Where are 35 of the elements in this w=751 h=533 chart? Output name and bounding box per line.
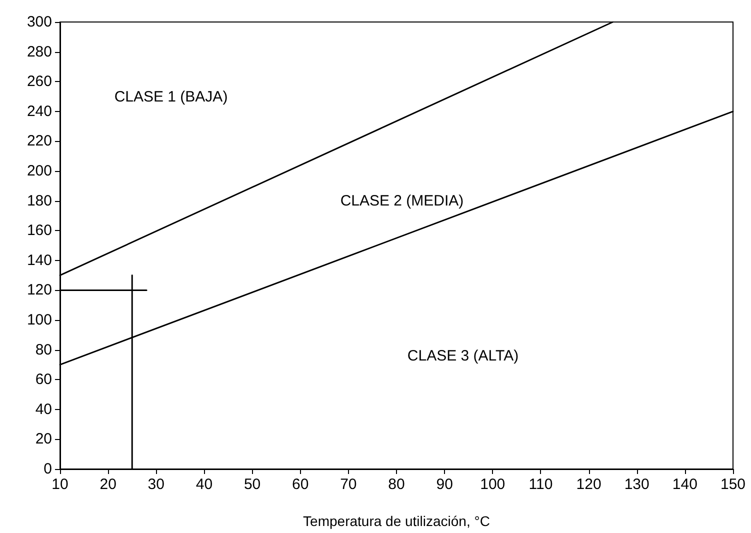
y-tick-label: 160 (26, 222, 52, 240)
y-tick-label: 140 (26, 252, 52, 269)
y-tick-label: 100 (26, 312, 52, 328)
annotation: CLASE 3 (ALTA) (407, 348, 519, 364)
x-tick-label: 50 (244, 476, 261, 493)
x-tick-label: 100 (480, 476, 506, 493)
y-tick-label: 0 (44, 460, 52, 478)
y-tick-label: 300 (26, 14, 52, 30)
x-tick-label: 70 (340, 476, 357, 493)
y-tick-label: 180 (26, 192, 52, 210)
y-tick-label: 280 (26, 43, 52, 60)
x-tick-label: 10 (52, 476, 68, 493)
y-tick-label: 20 (35, 430, 52, 448)
x-tick-label: 130 (624, 476, 650, 493)
x-tick-label: 60 (292, 476, 309, 493)
x-tick-label: 140 (672, 476, 698, 493)
x-tick-label: 40 (196, 476, 213, 493)
x-tick-label: 20 (100, 476, 116, 493)
x-tick-label: 30 (148, 476, 164, 493)
x-tick-label: 110 (528, 476, 553, 493)
y-tick-label: 120 (26, 282, 52, 299)
annotation: CLASE 2 (MEDIA) (340, 192, 464, 210)
x-tick-label: 150 (720, 476, 746, 493)
y-tick-label: 80 (35, 341, 52, 358)
x-tick-label: 80 (388, 476, 405, 493)
y-tick-label: 200 (26, 162, 52, 180)
x-axis-title: Temperatura de utilización, °C (303, 513, 490, 529)
y-tick-label: 60 (35, 371, 52, 388)
x-tick-label: 120 (576, 476, 602, 493)
y-tick-label: 40 (35, 400, 52, 418)
y-tick-label: 240 (26, 102, 52, 120)
x-tick-label: 90 (436, 476, 453, 493)
y-tick-label: 260 (26, 73, 52, 90)
annotation: CLASE 1 (BAJA) (114, 88, 228, 106)
y-tick-label: 220 (26, 132, 52, 150)
